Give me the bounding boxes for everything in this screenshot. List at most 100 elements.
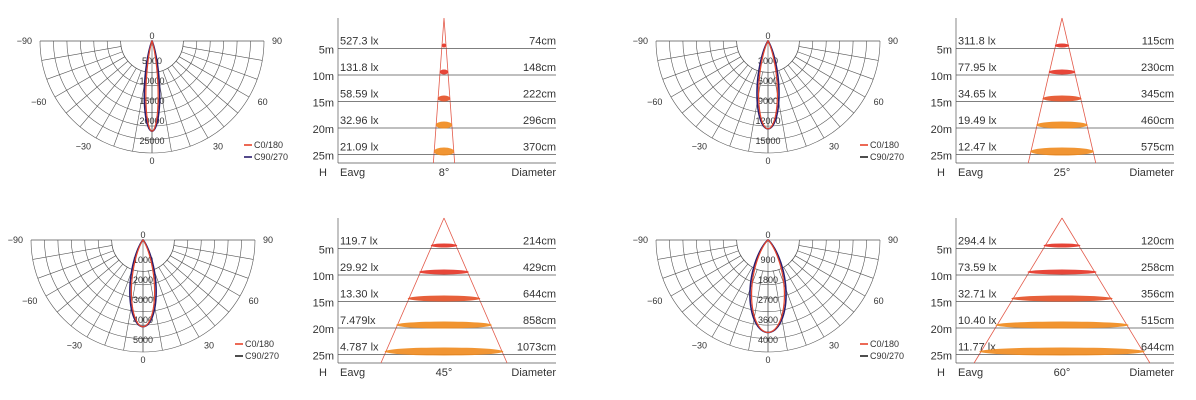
angle-label-bottom: 0 [765, 355, 770, 365]
angle-label-minus-30: −30 [692, 341, 707, 351]
polar-spoke [791, 259, 854, 313]
row-lux-value: 10.40 lx [958, 315, 997, 327]
legend-c90-label: C90/270 [245, 351, 279, 361]
angle-label-top: 0 [765, 230, 770, 240]
angle-label-right: 90 [888, 36, 898, 46]
legend-c0-label: C0/180 [254, 140, 283, 150]
table-diameter-label: Diameter [511, 367, 556, 379]
panel-4: 0 −90 90 −60 60 −30 30 0 900 1800 2700 3600 4000 C0/1… [633, 217, 1174, 379]
polar-spoke [45, 255, 116, 297]
table-eavg-label: Eavg [340, 367, 365, 379]
row-diameter-value: 575cm [1141, 142, 1174, 154]
row-diameter-value: 230cm [1141, 62, 1174, 74]
polar-spoke [798, 245, 879, 260]
row-height-label: 5m [319, 45, 334, 57]
legend-c0-label: C0/180 [870, 339, 899, 349]
row-height-label: 15m [931, 98, 952, 110]
row-lux-value: 58.59 lx [340, 89, 379, 101]
table-h-label: H [319, 167, 327, 179]
angle-label-minus-60: −60 [647, 97, 662, 107]
row-height-label: 25m [313, 151, 334, 163]
beam-cone [380, 217, 508, 364]
light-spot [1030, 147, 1094, 156]
angle-label-30: 30 [829, 341, 839, 351]
angle-label-top: 0 [765, 31, 770, 41]
angle-label-30: 30 [829, 142, 839, 152]
panel-1: 0 −90 90 −60 60 −30 30 0 5000 10000 15000 20000 2500… [17, 17, 556, 179]
beam-cone [1027, 17, 1097, 164]
illuminance-table: 5m 527.3 lx 74cm 10m 131.8 lx 148cm 15m 58.59 l… [313, 17, 556, 179]
radial-label: 10000 [139, 76, 164, 86]
row-height-label: 5m [937, 45, 952, 57]
polar-spoke [181, 51, 258, 80]
polar-spoke [695, 263, 749, 326]
table-h-label: H [937, 367, 945, 379]
polar-spoke [153, 269, 182, 346]
angle-label-right: 90 [263, 235, 273, 245]
angle-label-60: 60 [258, 97, 268, 107]
row-lux-value: 13.30 lx [340, 289, 379, 301]
polar-spoke [179, 56, 250, 98]
polar-spoke [791, 60, 854, 114]
row-height-label: 25m [313, 351, 334, 363]
polar-spoke [670, 56, 741, 98]
radial-label: 3600 [758, 315, 778, 325]
polar-spoke [695, 64, 749, 127]
light-spot [439, 69, 449, 75]
polar-spoke [113, 70, 142, 147]
beam-angle-label: 25° [1054, 167, 1071, 179]
row-lux-value: 32.71 lx [958, 289, 997, 301]
row-diameter-value: 214cm [523, 236, 556, 248]
polar-spoke [171, 64, 225, 127]
curve-c0-180 [757, 40, 779, 130]
beam-angle-label: 60° [1054, 367, 1071, 379]
row-height-label: 10m [313, 271, 334, 283]
illuminance-table: 5m 311.8 lx 115cm 10m 77.95 lx 230cm 15m 34.65 … [931, 17, 1174, 179]
radial-label: 6000 [758, 76, 778, 86]
radial-label: 5000 [133, 335, 153, 345]
row-diameter-value: 644cm [523, 289, 556, 301]
light-spot [430, 243, 458, 248]
row-lux-value: 131.8 lx [340, 62, 379, 74]
light-spot [1042, 95, 1082, 102]
angle-label-left: −90 [633, 235, 648, 245]
light-spot [1054, 43, 1070, 48]
angle-label-right: 90 [272, 36, 282, 46]
angle-label-minus-60: −60 [22, 296, 37, 306]
polar-spoke [748, 71, 763, 152]
angle-label-left: −90 [633, 36, 648, 46]
beam-angle-label: 8° [439, 167, 450, 179]
table-h-label: H [319, 367, 327, 379]
polar-spoke [95, 68, 137, 139]
angle-label-minus-30: −30 [67, 341, 82, 351]
polar-spoke [148, 270, 163, 351]
polar-spoke [682, 259, 745, 313]
legend-c90-label: C90/270 [870, 152, 904, 162]
table-eavg-label: Eavg [958, 367, 983, 379]
angle-label-minus-60: −60 [31, 97, 46, 107]
polar-spoke [797, 51, 874, 80]
angle-label-60: 60 [874, 296, 884, 306]
light-spot [384, 347, 504, 356]
row-diameter-value: 296cm [523, 115, 556, 127]
polar-spoke [783, 267, 825, 338]
row-height-label: 20m [313, 324, 334, 336]
row-height-label: 25m [931, 151, 952, 163]
legend-c90-label: C90/270 [870, 351, 904, 361]
angle-label-left: −90 [8, 235, 23, 245]
panel-3: 0 −90 90 −60 60 −30 30 0 1000 2000 3000 4000 5000 C0/… [8, 217, 556, 379]
polar-spoke [123, 270, 138, 351]
radial-label: 900 [760, 255, 775, 265]
row-lux-value: 73.59 lx [958, 262, 997, 274]
row-lux-value: 77.95 lx [958, 62, 997, 74]
table-eavg-label: Eavg [340, 167, 365, 179]
row-height-label: 5m [319, 245, 334, 257]
polar-spoke [170, 255, 241, 297]
light-spot [1011, 295, 1113, 302]
row-diameter-value: 460cm [1141, 115, 1174, 127]
row-lux-value: 294.4 lx [958, 236, 997, 248]
radial-label: 4000 [758, 335, 778, 345]
illuminance-table: 5m 294.4 lx 120cm 10m 73.59 lx 258cm 15m 32.71 … [931, 217, 1174, 379]
polar-spoke [682, 60, 745, 114]
